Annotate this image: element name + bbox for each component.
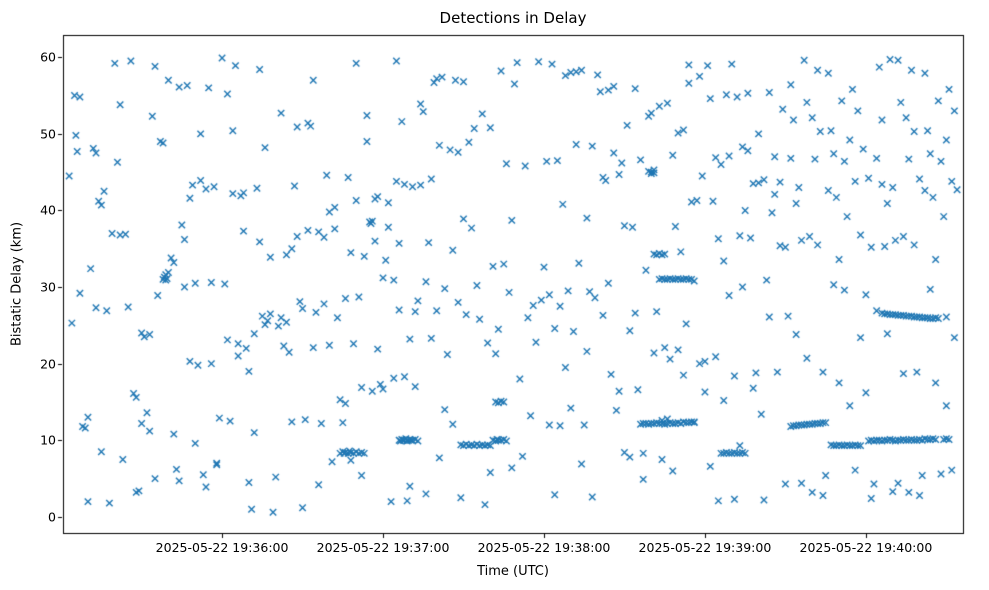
- x-tick-label: 2025-05-22 19:40:00: [799, 540, 933, 555]
- x-tick-label: 2025-05-22 19:39:00: [638, 540, 772, 555]
- x-tick-label: 2025-05-22 19:38:00: [477, 540, 611, 555]
- y-tick-label: 30: [40, 279, 56, 295]
- y-axis-label: Bistatic Delay (km): [9, 221, 25, 347]
- y-tick-label: 0: [48, 509, 56, 525]
- chart-title: Detections in Delay: [439, 9, 587, 27]
- x-tick-label: 2025-05-22 19:37:00: [316, 540, 450, 555]
- x-axis-label: Time (UTC): [477, 564, 549, 579]
- y-tick-label: 10: [40, 432, 56, 448]
- x-tick-label: 2025-05-22 19:36:00: [155, 540, 289, 555]
- y-tick-label: 60: [40, 49, 56, 65]
- y-tick-label: 40: [40, 202, 56, 218]
- y-tick-label: 20: [40, 356, 56, 372]
- y-tick-label: 50: [40, 126, 56, 142]
